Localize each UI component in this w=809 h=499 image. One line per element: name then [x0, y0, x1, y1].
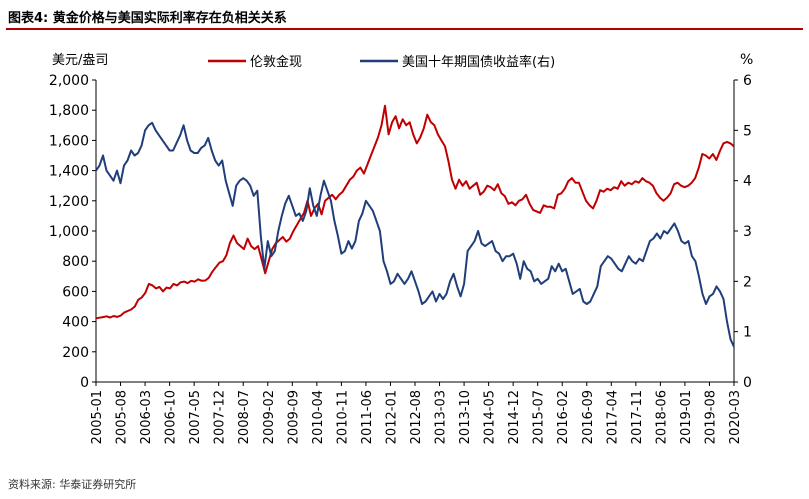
y-tick-label-left: 400 [62, 315, 89, 331]
x-tick-label: 2007-05 [188, 390, 203, 444]
y-tick-label-right: 4 [743, 174, 752, 190]
x-tick-label: 2019-01 [679, 390, 694, 444]
y-tick-label-right: 3 [743, 224, 752, 240]
x-tick-label: 2013-03 [434, 390, 449, 444]
x-tick-label: 2008-07 [237, 390, 252, 444]
x-tick-label: 2012-01 [384, 390, 399, 444]
source-note: 资料来源: 华泰证券研究所 [8, 478, 137, 491]
title-bar: 图表4: 黄金价格与美国实际利率存在负相关关系 [6, 4, 803, 30]
legend: 伦敦金现 美国十年期国债收益率(右) [208, 54, 555, 70]
y-tick-label-right: 2 [743, 274, 752, 290]
x-tick-label: 2012-08 [409, 390, 424, 444]
x-tick-label: 2014-05 [483, 390, 498, 444]
series-line-gold [95, 104, 735, 320]
x-tick-label: 2010-11 [335, 390, 350, 444]
chart-title: 图表4: 黄金价格与美国实际利率存在负相关关系 [8, 11, 287, 26]
x-tick-label: 2009-09 [286, 390, 301, 444]
title-rule [6, 28, 803, 30]
y-tick-label-left: 1,000 [49, 224, 89, 240]
x-tick-label: 2006-10 [164, 390, 179, 444]
x-tick-label: 2017-11 [630, 390, 645, 444]
series-lines [95, 104, 735, 348]
x-tick-label: 2009-02 [262, 390, 277, 444]
y-tick-label-right: 5 [743, 123, 752, 139]
axes: 0 200 400 600 800 1,000 1,200 1,400 1,600 1,800 2,… [49, 52, 753, 444]
x-tick-label: 2011-06 [360, 390, 375, 444]
x-tick-label: 2005-08 [115, 390, 130, 444]
legend-label-gold: 伦敦金现 [250, 54, 302, 70]
x-tick-label: 2020-03 [728, 390, 743, 444]
x-tick-label: 2007-12 [213, 390, 228, 444]
y-tick-label-left: 1,600 [49, 133, 89, 149]
x-tick-label: 2005-01 [90, 390, 105, 444]
x-tick-label: 2019-08 [703, 390, 718, 444]
y-tick-label-left: 1,800 [49, 103, 89, 119]
y-tick-label-left: 800 [62, 254, 89, 270]
series-line-yield [95, 121, 735, 348]
x-tick-label: 2013-10 [458, 390, 473, 444]
x-tick-label: 2006-03 [139, 390, 154, 444]
y-tick-label-left: 200 [62, 345, 89, 361]
x-tick-label: 2010-04 [311, 390, 326, 444]
y-tick-label-right: 0 [743, 375, 752, 391]
x-tick-label: 2016-02 [556, 390, 571, 444]
y-axis-right-label: % [740, 52, 753, 68]
y-tick-label-right: 1 [743, 325, 752, 341]
y-tick-label-left: 0 [80, 375, 89, 391]
y-tick-label-left: 600 [62, 284, 89, 300]
y-axis-left-label: 美元/盎司 [52, 53, 108, 68]
x-tick-label: 2015-07 [532, 390, 547, 444]
x-tick-label: 2016-09 [581, 390, 596, 444]
legend-label-yield: 美国十年期国债收益率(右) [402, 54, 555, 70]
y-tick-label-left: 2,000 [49, 73, 89, 89]
y-tick-label-left: 1,400 [49, 164, 89, 180]
x-tick-label: 2018-06 [654, 390, 669, 444]
x-tick-label: 2014-12 [507, 390, 522, 444]
x-tick-label: 2017-04 [605, 390, 620, 444]
y-tick-label-right: 6 [743, 73, 752, 89]
y-tick-label-left: 1,200 [49, 194, 89, 210]
